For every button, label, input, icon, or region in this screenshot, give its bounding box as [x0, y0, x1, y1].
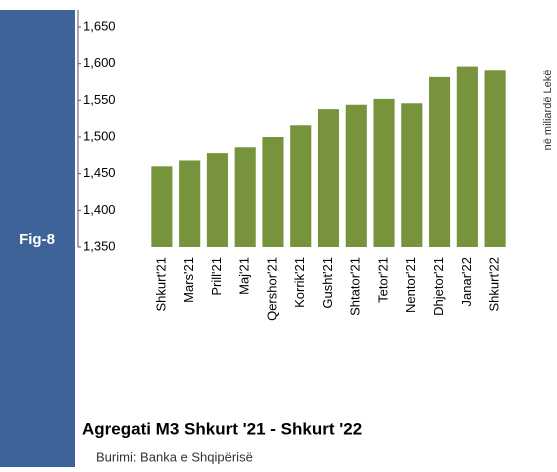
bar	[345, 104, 367, 247]
source: Burimi: Banka e Shqipërisë	[96, 449, 253, 464]
bar	[484, 70, 506, 248]
bar	[206, 153, 228, 247]
bar	[456, 66, 478, 247]
bar	[262, 137, 284, 247]
x-tick-label: Dhjetor'21	[431, 257, 446, 316]
bar	[151, 166, 173, 247]
x-tick-label: Shkurt'22	[487, 257, 502, 312]
y-tick-label: 1,600	[83, 55, 116, 70]
chart-title: Agregati M3 Shkurt '21 - Shkurt '22	[82, 419, 362, 438]
figure-band	[0, 10, 75, 467]
bar	[401, 103, 423, 248]
y-tick-label: 1,400	[83, 202, 116, 217]
x-tick-label: Korrik'21	[292, 257, 307, 308]
bar	[179, 160, 201, 247]
bar	[373, 98, 395, 247]
y-tick-label: 1,550	[83, 92, 116, 107]
bar	[317, 109, 340, 247]
y-tick-label: 1,450	[83, 165, 116, 180]
bar	[234, 147, 256, 247]
figure-label: Fig-8	[19, 231, 55, 248]
bar	[290, 125, 312, 247]
x-tick-label: Janar'22	[459, 257, 474, 306]
y-axis-label: në miliardë Lekë	[542, 70, 554, 151]
x-tick-label: Tetor'21	[375, 257, 390, 303]
x-tick-label: Mars'21	[181, 257, 196, 303]
bar	[429, 76, 451, 247]
x-tick-label: Maj'21	[237, 257, 252, 295]
x-tick-label: Shkurt'21	[153, 257, 168, 312]
x-tick-label: Nentor'21	[403, 257, 418, 313]
y-tick-label: 1,650	[83, 18, 116, 33]
x-tick-label: Qershor'21	[264, 257, 279, 321]
x-tick-label: Gusht'21	[320, 257, 335, 309]
y-tick-label: 1,500	[83, 128, 116, 143]
y-tick-label: 1,350	[83, 238, 116, 253]
x-tick-label: Prill'21	[209, 257, 224, 296]
x-tick-label: Shtator'21	[348, 257, 363, 316]
